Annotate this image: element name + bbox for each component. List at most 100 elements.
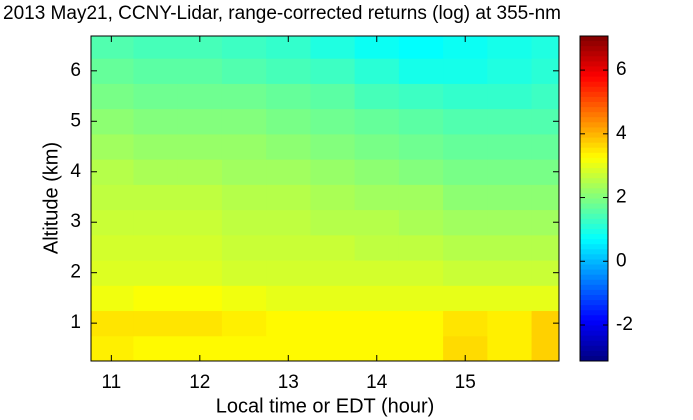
heat-cell xyxy=(531,285,559,312)
colorbar-step xyxy=(580,330,608,337)
heat-cell xyxy=(177,133,223,160)
heat-cell xyxy=(133,260,179,286)
colorbar-step xyxy=(580,259,608,266)
heat-cell xyxy=(487,83,533,110)
heat-cell xyxy=(398,310,444,337)
heat-cell xyxy=(310,108,356,135)
heat-cell xyxy=(354,159,400,185)
heat-cell xyxy=(398,260,444,286)
heat-cell xyxy=(398,285,444,312)
heat-cell xyxy=(443,58,488,84)
heat-cell xyxy=(310,133,356,160)
heat-cell xyxy=(177,58,223,84)
colorbar xyxy=(580,36,608,362)
heat-cell xyxy=(531,36,559,59)
heat-cell xyxy=(398,58,444,84)
heat-cell xyxy=(354,209,400,236)
colorbar-step xyxy=(580,41,608,47)
x-axis-label: Local time or EDT (hour) xyxy=(216,395,435,417)
y-tick-label: 2 xyxy=(70,262,81,283)
heat-cell xyxy=(133,58,179,84)
colorbar-step xyxy=(580,203,608,210)
colorbar-step xyxy=(580,345,608,352)
colorbar-step xyxy=(580,249,608,255)
plot-frame xyxy=(90,35,560,362)
heat-cell xyxy=(443,310,488,337)
heat-cell xyxy=(443,184,488,211)
heat-cell xyxy=(91,234,134,261)
heat-cell xyxy=(443,83,488,110)
heat-cell xyxy=(354,133,400,160)
colorbar-step xyxy=(580,178,608,184)
heat-cell xyxy=(266,58,311,84)
heat-cell xyxy=(133,133,179,160)
colorbar-tick-label: 0 xyxy=(616,250,627,271)
heat-cell xyxy=(221,234,267,261)
colorbar-step xyxy=(580,61,608,67)
colorbar-step xyxy=(580,218,608,225)
heat-cell xyxy=(443,133,488,160)
heat-cell xyxy=(310,234,356,261)
heat-cell xyxy=(221,83,267,110)
colorbar-frame xyxy=(579,35,609,362)
colorbar-step xyxy=(580,223,608,230)
colorbar-step xyxy=(580,152,608,159)
heat-cell xyxy=(443,234,488,261)
colorbar-step xyxy=(580,157,608,164)
heat-cell xyxy=(443,209,488,236)
colorbar-step xyxy=(580,234,608,240)
heat-cell xyxy=(487,234,533,261)
heat-cell xyxy=(443,36,488,59)
heat-cell xyxy=(487,108,533,135)
heat-cell xyxy=(443,285,488,312)
heat-cell xyxy=(310,285,356,312)
y-tick-label: 5 xyxy=(70,110,81,131)
colorbar-step xyxy=(580,102,608,108)
colorbar-step xyxy=(580,340,608,347)
heat-cell xyxy=(354,36,400,59)
heat-cell xyxy=(310,310,356,337)
colorbar-step xyxy=(580,300,608,306)
heat-cell xyxy=(133,234,179,261)
heat-cell xyxy=(266,285,311,312)
heat-cell xyxy=(487,335,533,361)
heat-cell xyxy=(266,184,311,211)
colorbar-step xyxy=(580,51,608,57)
heat-cell xyxy=(310,260,356,286)
colorbar-step xyxy=(580,122,608,128)
heat-cell xyxy=(221,108,267,135)
colorbar-step xyxy=(580,142,608,149)
heat-cell xyxy=(398,209,444,236)
heat-cell xyxy=(221,310,267,337)
colorbar-step xyxy=(580,198,608,205)
heat-cell xyxy=(177,310,223,337)
heat-cell xyxy=(310,335,356,361)
colorbar-step xyxy=(580,112,608,118)
heat-cell xyxy=(221,133,267,160)
heat-cell xyxy=(91,184,134,211)
colorbar-tick-label: 2 xyxy=(616,187,627,208)
colorbar-step xyxy=(580,310,608,316)
heat-cell xyxy=(487,260,533,286)
heat-cell xyxy=(177,159,223,185)
colorbar-step xyxy=(580,36,608,42)
colorbar-step xyxy=(580,86,608,93)
heat-cell xyxy=(177,83,223,110)
heat-cell xyxy=(310,184,356,211)
heat-cell xyxy=(354,108,400,135)
heat-cell xyxy=(487,159,533,185)
heat-cell xyxy=(133,36,179,59)
colorbar-step xyxy=(580,137,608,144)
heat-cell xyxy=(221,159,267,185)
heat-cell xyxy=(133,285,179,312)
y-axis-label: Altitude (km) xyxy=(40,142,62,254)
heat-cell xyxy=(221,209,267,236)
heat-cell xyxy=(398,83,444,110)
heat-cell xyxy=(133,209,179,236)
heat-cell xyxy=(133,108,179,135)
heat-cell xyxy=(354,58,400,84)
x-tick-label: 14 xyxy=(366,372,388,393)
colorbar-step xyxy=(580,96,608,103)
colorbar-tick-label: 6 xyxy=(616,59,627,80)
colorbar-step xyxy=(580,162,608,169)
